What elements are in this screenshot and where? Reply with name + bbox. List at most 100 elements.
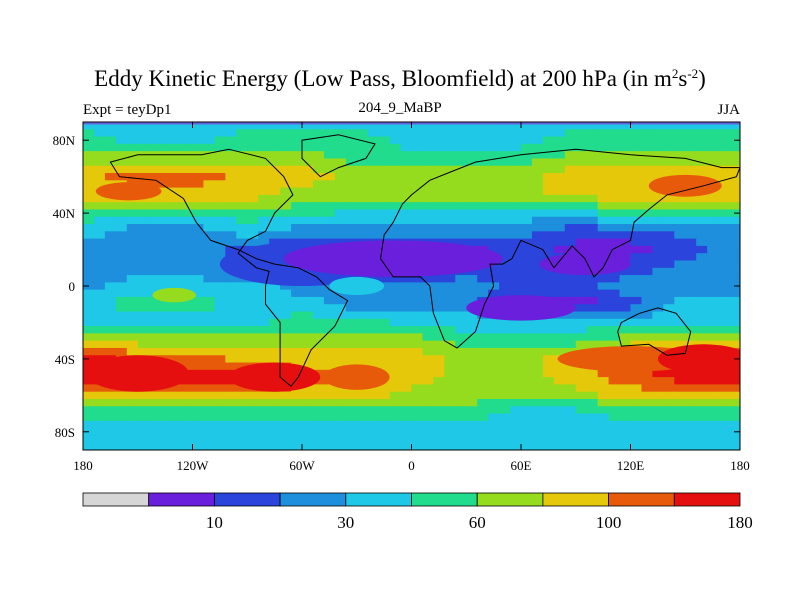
x-tick-label: 120E xyxy=(617,458,645,473)
field-cell xyxy=(214,435,226,444)
field-cell xyxy=(115,129,128,138)
field-cell xyxy=(433,304,445,313)
field-cell xyxy=(269,391,281,400)
field-cell xyxy=(696,420,708,429)
field-cell xyxy=(575,420,588,429)
field-cell xyxy=(608,282,621,291)
colorbar-swatch xyxy=(542,492,610,507)
field-cell xyxy=(718,253,730,262)
field-cell xyxy=(488,202,500,211)
field-cell xyxy=(192,347,205,356)
field-cell xyxy=(345,194,358,203)
field-cell xyxy=(718,187,730,196)
field-cell xyxy=(214,194,226,203)
field-cell xyxy=(499,136,511,145)
field-cell xyxy=(115,326,128,334)
field-cell xyxy=(345,187,358,196)
field-cell xyxy=(378,406,391,415)
field-cell xyxy=(291,398,303,407)
field-cell xyxy=(170,224,183,232)
field-cell xyxy=(148,282,161,291)
field-cell xyxy=(323,304,336,313)
field-cell xyxy=(389,413,402,422)
field-cell xyxy=(542,165,555,174)
field-cell xyxy=(466,216,478,225)
field-cell xyxy=(115,311,128,320)
field-cell xyxy=(521,318,533,327)
field-cell xyxy=(93,355,106,364)
field-cell xyxy=(696,435,708,444)
field-cell xyxy=(433,158,445,167)
field-cell xyxy=(334,158,347,167)
field-cell xyxy=(345,406,358,415)
field-cell xyxy=(247,202,259,211)
field-cell xyxy=(564,122,577,130)
field-cell xyxy=(367,231,380,240)
field-cell xyxy=(433,194,445,203)
field-cell xyxy=(104,333,117,342)
field-cell xyxy=(126,435,139,444)
field-cell xyxy=(192,136,205,145)
field-cell xyxy=(159,122,172,130)
field-cell xyxy=(422,333,434,342)
field-cell xyxy=(236,442,248,450)
field-cell xyxy=(181,398,194,407)
field-cell xyxy=(323,238,336,247)
field-cell xyxy=(258,143,270,152)
colorbar-swatch xyxy=(279,492,347,507)
field-cell xyxy=(203,173,215,181)
field-cell xyxy=(389,143,402,152)
field-cell xyxy=(674,129,686,138)
field-cell xyxy=(203,143,215,152)
field-cell xyxy=(280,209,292,218)
field-cell xyxy=(575,413,588,422)
field-cell xyxy=(302,428,314,437)
field-cell xyxy=(378,209,391,218)
field-cell xyxy=(444,180,456,189)
field-cell xyxy=(170,275,183,283)
field-cell xyxy=(334,136,347,145)
field-cell xyxy=(367,398,380,407)
field-cell xyxy=(641,406,653,415)
field-cell xyxy=(444,347,456,356)
field-cell xyxy=(718,333,730,342)
field-cell xyxy=(444,129,456,138)
field-cell xyxy=(641,442,653,450)
field-cell xyxy=(542,420,555,429)
field-cell xyxy=(280,428,292,437)
field-cell xyxy=(269,180,281,189)
field-cell xyxy=(83,406,95,415)
field-cell xyxy=(137,245,150,254)
field-cell xyxy=(663,289,675,298)
field-cell xyxy=(685,326,697,334)
field-cell xyxy=(280,391,292,400)
field-cell xyxy=(553,245,566,254)
field-cell xyxy=(159,231,172,240)
field-cell xyxy=(323,435,336,444)
field-cell xyxy=(334,165,347,174)
field-cell xyxy=(247,347,259,356)
field-cell xyxy=(345,413,358,422)
field-cell xyxy=(652,406,664,415)
field-cell xyxy=(674,391,686,400)
field-cell xyxy=(334,340,347,349)
field-cell xyxy=(477,391,489,400)
field-cell xyxy=(411,165,424,174)
field-cell xyxy=(488,362,500,371)
field-cell xyxy=(597,398,610,407)
field-cell xyxy=(630,187,643,196)
field-cell xyxy=(521,122,533,130)
field-cell xyxy=(729,398,740,407)
field-cell xyxy=(356,304,369,313)
field-cell xyxy=(564,129,577,138)
field-cell xyxy=(334,318,347,327)
field-cell xyxy=(104,318,117,327)
field-cell xyxy=(302,355,314,364)
field-cell xyxy=(236,428,248,437)
field-cell xyxy=(597,180,610,189)
field-cell xyxy=(214,122,226,130)
field-cell xyxy=(312,238,325,247)
field-cell xyxy=(345,340,358,349)
field-cell xyxy=(499,238,511,247)
field-cell xyxy=(674,289,686,298)
